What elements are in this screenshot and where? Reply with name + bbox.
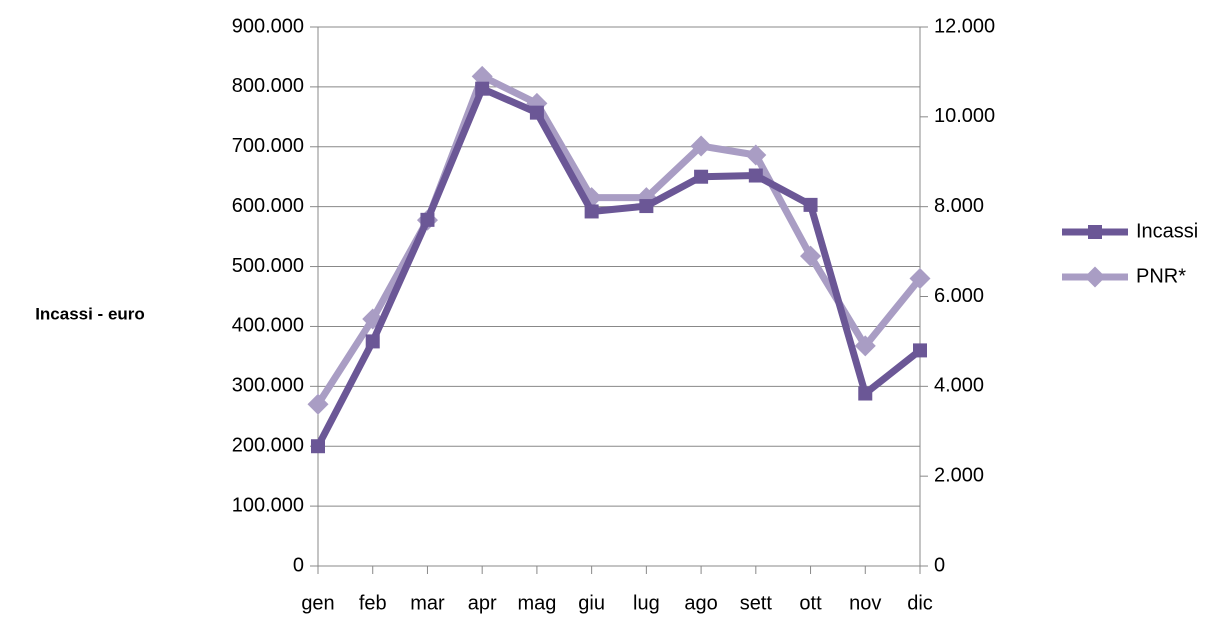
data-point — [694, 169, 709, 184]
y-tick-label: 0 — [293, 554, 304, 576]
data-point — [854, 335, 876, 357]
x-tick-label: sett — [740, 592, 773, 614]
data-point — [307, 393, 329, 415]
data-point — [639, 199, 654, 214]
data-point — [745, 144, 767, 166]
x-tick-label: gen — [301, 592, 334, 614]
data-point — [311, 439, 325, 454]
x-tick-label: apr — [468, 592, 497, 614]
y2-tick-label: 0 — [934, 554, 945, 576]
y2-tick-label: 2.000 — [934, 464, 984, 486]
legend-marker — [1084, 266, 1106, 288]
y-axis-title: Incassi - euro — [35, 304, 145, 323]
x-tick-label: ott — [799, 592, 822, 614]
data-point — [365, 334, 380, 349]
data-point — [584, 204, 599, 219]
y2-tick-label: 12.000 — [934, 15, 995, 37]
x-tick-label: dic — [907, 592, 933, 614]
data-point — [800, 245, 822, 267]
y-tick-label: 600.000 — [232, 195, 304, 217]
y-tick-label: 700.000 — [232, 135, 304, 157]
x-tick-label: ago — [684, 592, 717, 614]
data-point — [858, 386, 873, 401]
y-tick-label: 800.000 — [232, 75, 304, 97]
data-point — [909, 268, 931, 290]
x-tick-label: lug — [633, 592, 660, 614]
y2-tick-label: 4.000 — [934, 375, 984, 397]
x-tick-label: nov — [849, 592, 881, 614]
data-point — [913, 343, 927, 358]
y-tick-label: 500.000 — [232, 255, 304, 277]
data-point — [475, 81, 490, 96]
series-line — [315, 72, 923, 407]
x-tick-label: giu — [578, 592, 605, 614]
y-tick-label: 200.000 — [232, 435, 304, 457]
y-tick-label: 100.000 — [232, 494, 304, 516]
x-tick-label: mag — [517, 592, 556, 614]
legend-label: PNR* — [1136, 265, 1186, 287]
y2-tick-label: 6.000 — [934, 285, 984, 307]
x-tick-label: feb — [359, 592, 387, 614]
y-tick-label: 900.000 — [232, 15, 304, 37]
y2-tick-label: 10.000 — [934, 105, 995, 127]
data-point — [420, 212, 435, 227]
data-point — [690, 135, 712, 157]
x-tick-label: mar — [410, 592, 445, 614]
data-point — [471, 65, 493, 87]
data-point — [748, 168, 763, 183]
data-point — [529, 105, 544, 120]
y2-tick-label: 8.000 — [934, 195, 984, 217]
data-point — [803, 197, 818, 212]
series-line — [314, 85, 923, 448]
y-tick-label: 400.000 — [232, 315, 304, 337]
y-tick-label: 300.000 — [232, 375, 304, 397]
legend-marker — [1088, 225, 1102, 239]
legend-label: Incassi — [1136, 220, 1198, 242]
